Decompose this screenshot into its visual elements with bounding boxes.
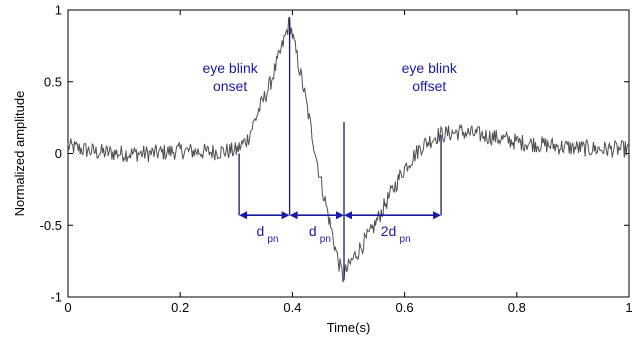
interval-label-subscript: pn <box>267 234 278 245</box>
annotation-text: eye blink <box>402 60 458 76</box>
annotation-text: onset <box>213 78 247 94</box>
annotation-text: offset <box>412 78 446 94</box>
y-tick-label: -0.5 <box>40 218 62 233</box>
y-tick-label: -1 <box>50 290 62 305</box>
x-tick-label: 0.8 <box>508 300 526 315</box>
x-tick-label: 1 <box>625 300 632 315</box>
annotation-layer: eye blink onset eye blink offset <box>202 60 457 94</box>
plot-frame <box>67 9 630 298</box>
y-tick-label: 0.5 <box>44 74 62 89</box>
interval-arrowhead-right <box>336 211 345 220</box>
interval-arrowhead-left <box>239 211 248 220</box>
interval-arrowhead-right <box>433 211 442 220</box>
x-axis-label: Time(s) <box>327 320 371 335</box>
x-tick-label: 0.6 <box>396 300 414 315</box>
signal-line <box>67 16 630 283</box>
interval-label: d <box>256 223 264 239</box>
series-layer <box>67 16 630 283</box>
annotation-text: eye blink <box>202 60 258 76</box>
y-axis-label: Normalized amplitude <box>12 91 27 217</box>
interval-label: d <box>309 223 317 239</box>
interval-arrowhead-left <box>344 211 353 220</box>
axes: 0 0.2 0.4 0.6 0.8 1 -1 -0.5 0 0.5 1 Time(s) Normaliz… <box>12 3 633 336</box>
y-tick-label: 1 <box>55 3 62 18</box>
x-tick-label: 0 <box>64 300 71 315</box>
interval-label: 2d <box>381 223 397 239</box>
x-tick-label: 0.2 <box>171 300 189 315</box>
interval-label-subscript: pn <box>400 234 411 245</box>
y-tick-label: 0 <box>55 146 62 161</box>
interval-label-subscript: pn <box>320 234 331 245</box>
interval-arrowhead-left <box>289 211 298 220</box>
interval-arrowhead-right <box>281 211 290 220</box>
x-tick-label: 0.4 <box>283 300 301 315</box>
